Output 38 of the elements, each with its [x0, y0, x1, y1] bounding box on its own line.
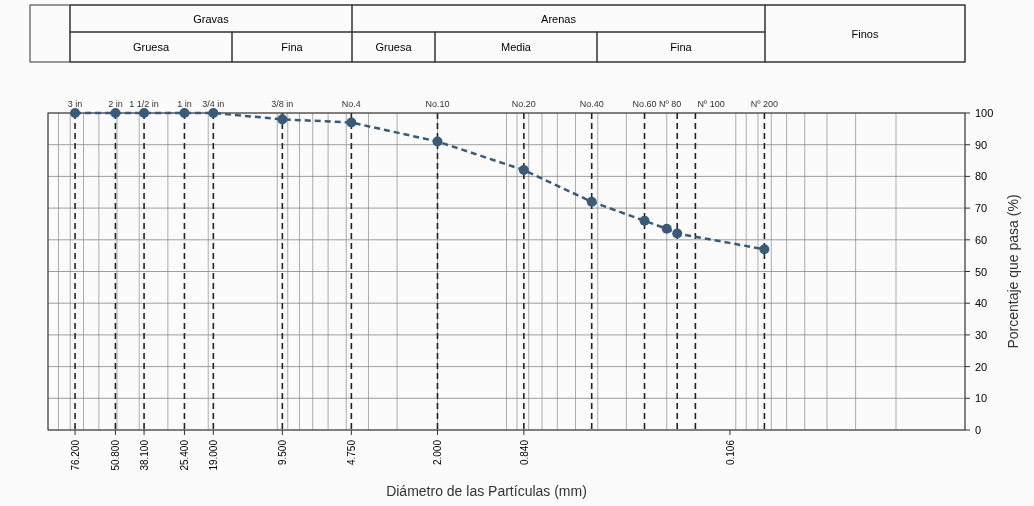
ref-line-label: 1 1/2 in — [129, 99, 159, 109]
y-tick-label: 50 — [975, 265, 988, 278]
y-tick-label: 60 — [975, 233, 988, 246]
ref-line-label: 3/4 in — [202, 99, 225, 109]
ref-line-label: No.10 — [425, 99, 450, 109]
y-tick-label: 70 — [975, 202, 988, 215]
y-tick-label: 80 — [975, 170, 988, 183]
x-axis-title: Diámetro de las Partículas (mm) — [386, 483, 587, 499]
y-tick-label: 40 — [975, 297, 988, 310]
y-tick-label: 20 — [975, 360, 988, 373]
y-tick-label: 90 — [975, 138, 988, 151]
x-tick-label: 9.500 — [277, 439, 289, 466]
y-tick-label: 10 — [975, 392, 988, 405]
x-tick-label: 0.840 — [518, 439, 530, 466]
x-tick-label: 50.800 — [110, 439, 122, 471]
ref-line-label: Nº 80 — [658, 99, 682, 109]
ref-line-label: Nº 100 — [697, 99, 725, 109]
x-tick-label: 4.750 — [346, 439, 358, 466]
ref-line-label: Nº 200 — [750, 99, 779, 109]
ref-line-label: 1 in — [177, 99, 192, 109]
classification-table: Gravas Gruesa Fina Arenas Gruesa Media Fina Finos — [29, 4, 966, 63]
x-tick-label: 2.000 — [432, 439, 444, 466]
ref-line-label: No.60 — [632, 99, 657, 109]
ref-line-label: No.4 — [341, 99, 361, 109]
x-tick-label: 25.400 — [179, 439, 191, 471]
y-tick-label: 0 — [975, 424, 982, 436]
ref-line-label: No.40 — [579, 99, 604, 109]
x-tick-label: 19.000 — [208, 439, 220, 471]
x-tick-label: 38.100 — [139, 439, 151, 471]
ref-line-label: No.20 — [511, 99, 536, 109]
y-tick-label: 30 — [975, 328, 988, 341]
ref-line-label: 2 in — [108, 99, 123, 109]
y-axis-title: Porcentaje que pasa (%) — [1005, 194, 1021, 349]
x-tick-label: 0.106 — [724, 439, 736, 466]
ref-line-label: 3/8 in — [271, 99, 294, 109]
x-tick-label: 76.200 — [70, 439, 82, 471]
ref-line-label: 3 in — [67, 99, 83, 109]
y-tick-label: 100 — [975, 107, 994, 119]
